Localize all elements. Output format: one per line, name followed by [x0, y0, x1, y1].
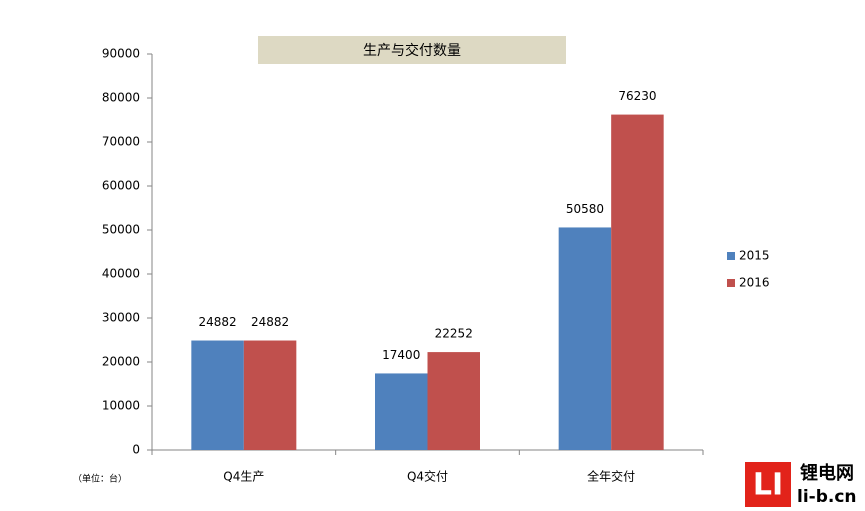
logo-text: LI — [753, 468, 783, 503]
y-tick-label: 60000 — [102, 179, 140, 193]
data-label: 24882 — [251, 315, 289, 329]
y-tick-label: 90000 — [102, 47, 140, 61]
chart-title: 生产与交付数量 — [363, 42, 461, 59]
data-label: 50580 — [566, 202, 604, 216]
y-tick-label: 0 — [132, 443, 140, 457]
legend-label: 2015 — [739, 249, 770, 263]
y-tick-label: 20000 — [102, 355, 140, 369]
logo-box — [745, 462, 791, 507]
data-label: 22252 — [435, 327, 473, 341]
bar — [243, 340, 297, 450]
data-label: 76230 — [618, 89, 656, 103]
x-tick-label: Q4交付 — [407, 469, 448, 484]
y-tick-label: 80000 — [102, 91, 140, 105]
bar — [558, 227, 612, 450]
x-tick-label: Q4生产 — [223, 470, 264, 484]
data-label: 24882 — [198, 315, 236, 329]
y-tick-label: 50000 — [102, 223, 140, 237]
legend-label: 2016 — [739, 276, 770, 290]
y-tick-label: 70000 — [102, 135, 140, 149]
y-tick-label: 10000 — [102, 399, 140, 413]
data-label: 17400 — [382, 348, 420, 362]
y-tick-label: 40000 — [102, 267, 140, 281]
x-tick-label: 全年交付 — [587, 469, 635, 484]
bar — [375, 373, 428, 450]
title-box — [258, 36, 566, 64]
legend-swatch — [727, 252, 735, 260]
logo-site: li-b.cn — [797, 487, 857, 507]
y-tick-label: 30000 — [102, 311, 140, 325]
unit-note: （单位：台） — [73, 473, 127, 485]
logo-name: 锂电网 — [800, 462, 854, 484]
bar — [611, 114, 664, 450]
bar — [191, 340, 244, 450]
bar — [427, 352, 480, 450]
legend-swatch — [727, 279, 735, 287]
